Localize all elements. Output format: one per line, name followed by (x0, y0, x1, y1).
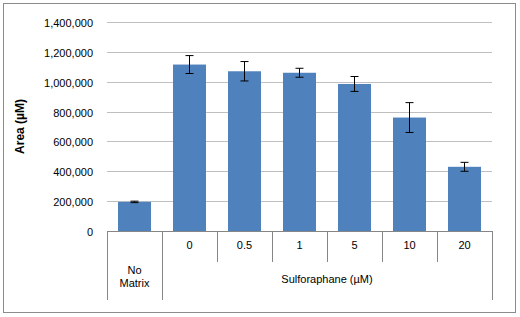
error-cap (351, 76, 359, 77)
error-bar (186, 56, 194, 74)
error-line (354, 76, 355, 91)
error-bar (241, 62, 249, 81)
tick-label: 1,200,000 (44, 47, 93, 59)
category-divider (272, 231, 273, 262)
bar (338, 84, 371, 231)
error-bar (351, 76, 359, 91)
grid-line (107, 52, 492, 53)
error-cap (131, 201, 139, 202)
error-cap (131, 202, 139, 203)
category-divider (217, 231, 218, 262)
error-line (189, 56, 190, 74)
error-cap (351, 91, 359, 92)
error-bar (131, 201, 139, 202)
error-bar (461, 162, 469, 171)
error-cap (241, 61, 249, 62)
category-label: 5 (351, 239, 357, 251)
x-axis (107, 231, 492, 232)
grid-line (107, 231, 492, 232)
tick-label: 400,000 (53, 166, 93, 178)
error-cap (461, 171, 469, 172)
group-label-line: No (127, 264, 141, 276)
plot-marks (118, 56, 481, 231)
bar (118, 202, 151, 231)
category-label: 0 (186, 239, 192, 251)
grid-line (107, 22, 492, 23)
tick-label: 800,000 (53, 107, 93, 119)
bar (283, 73, 316, 231)
chart: 0 200,000 400,000 600,000 800,000 1,000,000 1,… (0, 0, 520, 317)
category-divider (437, 231, 438, 262)
error-cap (241, 80, 249, 81)
category-divider (107, 231, 108, 300)
error-bar (406, 103, 414, 133)
category-divider (382, 231, 383, 262)
y-axis-label: Area (µM) (13, 99, 27, 154)
tick-label: 600,000 (53, 136, 93, 148)
error-cap (296, 77, 304, 78)
tick-label: 200,000 (53, 196, 93, 208)
category-label: 1 (296, 239, 302, 251)
error-bar (296, 68, 304, 77)
bar (228, 71, 261, 231)
category-divider (492, 231, 493, 300)
tick-label: 0 (87, 226, 93, 238)
error-cap (186, 73, 194, 74)
error-cap (186, 55, 194, 56)
category-label: 20 (458, 239, 470, 251)
bar (448, 167, 481, 231)
error-line (409, 103, 410, 133)
error-cap (461, 162, 469, 163)
chart-border (4, 4, 516, 313)
category-label: 10 (403, 239, 415, 251)
error-line (244, 62, 245, 81)
tick-label: 1,000,000 (44, 77, 93, 89)
bar (393, 118, 426, 231)
group-label-line: Matrix (120, 277, 150, 289)
error-cap (406, 102, 414, 103)
bar (173, 65, 206, 231)
error-cap (296, 68, 304, 69)
error-line (464, 162, 465, 171)
group-label: NoMatrix (120, 264, 150, 289)
tick-label: 1,400,000 (44, 17, 93, 29)
category-divider (162, 231, 163, 300)
group-label: Sulforaphane (µM) (281, 273, 372, 285)
error-line (299, 68, 300, 77)
error-cap (406, 132, 414, 133)
category-divider (327, 231, 328, 262)
category-label: 0.5 (237, 239, 252, 251)
